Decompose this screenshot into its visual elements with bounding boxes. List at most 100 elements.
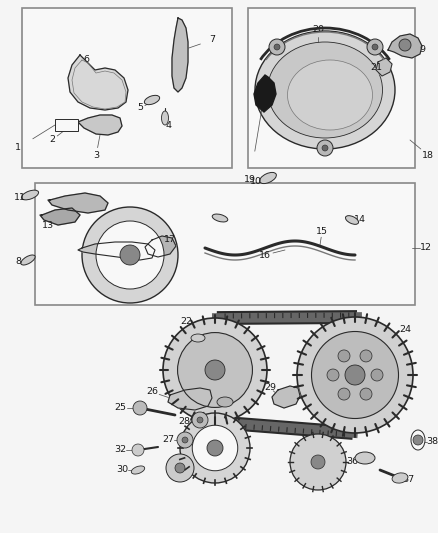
Polygon shape	[48, 193, 108, 213]
Text: 12: 12	[420, 244, 432, 253]
Polygon shape	[388, 34, 422, 58]
Text: 13: 13	[42, 221, 54, 230]
Circle shape	[371, 369, 383, 381]
Circle shape	[177, 333, 252, 407]
Text: 32: 32	[114, 446, 126, 455]
Circle shape	[175, 463, 185, 473]
Text: 3: 3	[93, 151, 99, 160]
Circle shape	[192, 425, 238, 471]
Ellipse shape	[191, 334, 205, 342]
Ellipse shape	[268, 42, 382, 138]
Bar	[35, 183, 415, 305]
Text: 31: 31	[194, 465, 206, 474]
Bar	[22, 8, 232, 168]
Circle shape	[96, 221, 164, 289]
Text: 23: 23	[354, 326, 366, 335]
Circle shape	[192, 412, 208, 428]
Text: 18: 18	[422, 150, 434, 159]
Ellipse shape	[260, 172, 276, 183]
Bar	[248, 8, 415, 168]
Text: 7: 7	[209, 36, 215, 44]
Text: 36: 36	[346, 457, 358, 466]
Ellipse shape	[217, 397, 233, 407]
Circle shape	[82, 207, 178, 303]
Circle shape	[163, 318, 267, 422]
Text: 23: 23	[190, 341, 202, 350]
Circle shape	[180, 413, 250, 483]
Circle shape	[345, 365, 365, 385]
Polygon shape	[78, 242, 155, 260]
Text: 20: 20	[312, 26, 324, 35]
Text: 11: 11	[14, 193, 26, 203]
Polygon shape	[376, 58, 392, 76]
Circle shape	[367, 39, 383, 55]
Ellipse shape	[131, 466, 145, 474]
Text: 5: 5	[137, 103, 143, 112]
Circle shape	[317, 140, 333, 156]
Text: 26: 26	[146, 387, 158, 397]
Circle shape	[327, 369, 339, 381]
Circle shape	[132, 444, 144, 456]
Ellipse shape	[21, 255, 35, 265]
Circle shape	[133, 401, 147, 415]
Circle shape	[338, 350, 350, 362]
Text: 21: 21	[370, 63, 382, 72]
Ellipse shape	[411, 430, 425, 450]
Text: 16: 16	[259, 251, 271, 260]
Text: 6: 6	[83, 55, 89, 64]
Polygon shape	[172, 18, 188, 92]
Text: 27: 27	[162, 435, 174, 445]
Text: 24: 24	[399, 326, 411, 335]
Circle shape	[360, 350, 372, 362]
Circle shape	[182, 437, 188, 443]
Circle shape	[269, 39, 285, 55]
Circle shape	[372, 44, 378, 50]
Text: 25: 25	[114, 403, 126, 413]
Text: 10: 10	[250, 177, 262, 187]
Text: 3BS: 3BS	[61, 123, 71, 127]
Text: 1: 1	[15, 143, 21, 152]
Ellipse shape	[346, 216, 359, 224]
Polygon shape	[272, 386, 300, 408]
Polygon shape	[254, 75, 276, 112]
Circle shape	[297, 317, 413, 433]
Text: 28: 28	[178, 417, 190, 426]
Circle shape	[311, 332, 399, 418]
Polygon shape	[40, 208, 80, 225]
Text: 2: 2	[49, 135, 55, 144]
Text: 14: 14	[354, 215, 366, 224]
Text: 30: 30	[116, 465, 128, 474]
Text: 22: 22	[180, 318, 192, 327]
Circle shape	[166, 454, 194, 482]
Text: 35: 35	[290, 465, 302, 474]
Circle shape	[207, 440, 223, 456]
Ellipse shape	[287, 60, 372, 130]
Text: 8: 8	[15, 257, 21, 266]
Text: 33: 33	[232, 398, 244, 407]
Circle shape	[197, 417, 203, 423]
Text: 29: 29	[264, 384, 276, 392]
Text: 38: 38	[426, 438, 438, 447]
Text: 34: 34	[326, 475, 338, 484]
Circle shape	[338, 388, 350, 400]
Ellipse shape	[355, 452, 375, 464]
FancyBboxPatch shape	[54, 118, 78, 131]
Circle shape	[360, 388, 372, 400]
Ellipse shape	[255, 31, 395, 149]
Circle shape	[290, 434, 346, 490]
Circle shape	[205, 360, 225, 380]
Ellipse shape	[162, 111, 169, 125]
Polygon shape	[145, 236, 176, 257]
Circle shape	[399, 39, 411, 51]
Circle shape	[177, 432, 193, 448]
Ellipse shape	[145, 95, 159, 104]
Text: 15: 15	[316, 228, 328, 237]
Text: 37: 37	[402, 475, 414, 484]
Text: 19: 19	[244, 175, 256, 184]
Polygon shape	[68, 55, 128, 110]
Circle shape	[413, 435, 423, 445]
Text: 17: 17	[164, 236, 176, 245]
Circle shape	[311, 455, 325, 469]
Ellipse shape	[212, 214, 228, 222]
Circle shape	[322, 145, 328, 151]
